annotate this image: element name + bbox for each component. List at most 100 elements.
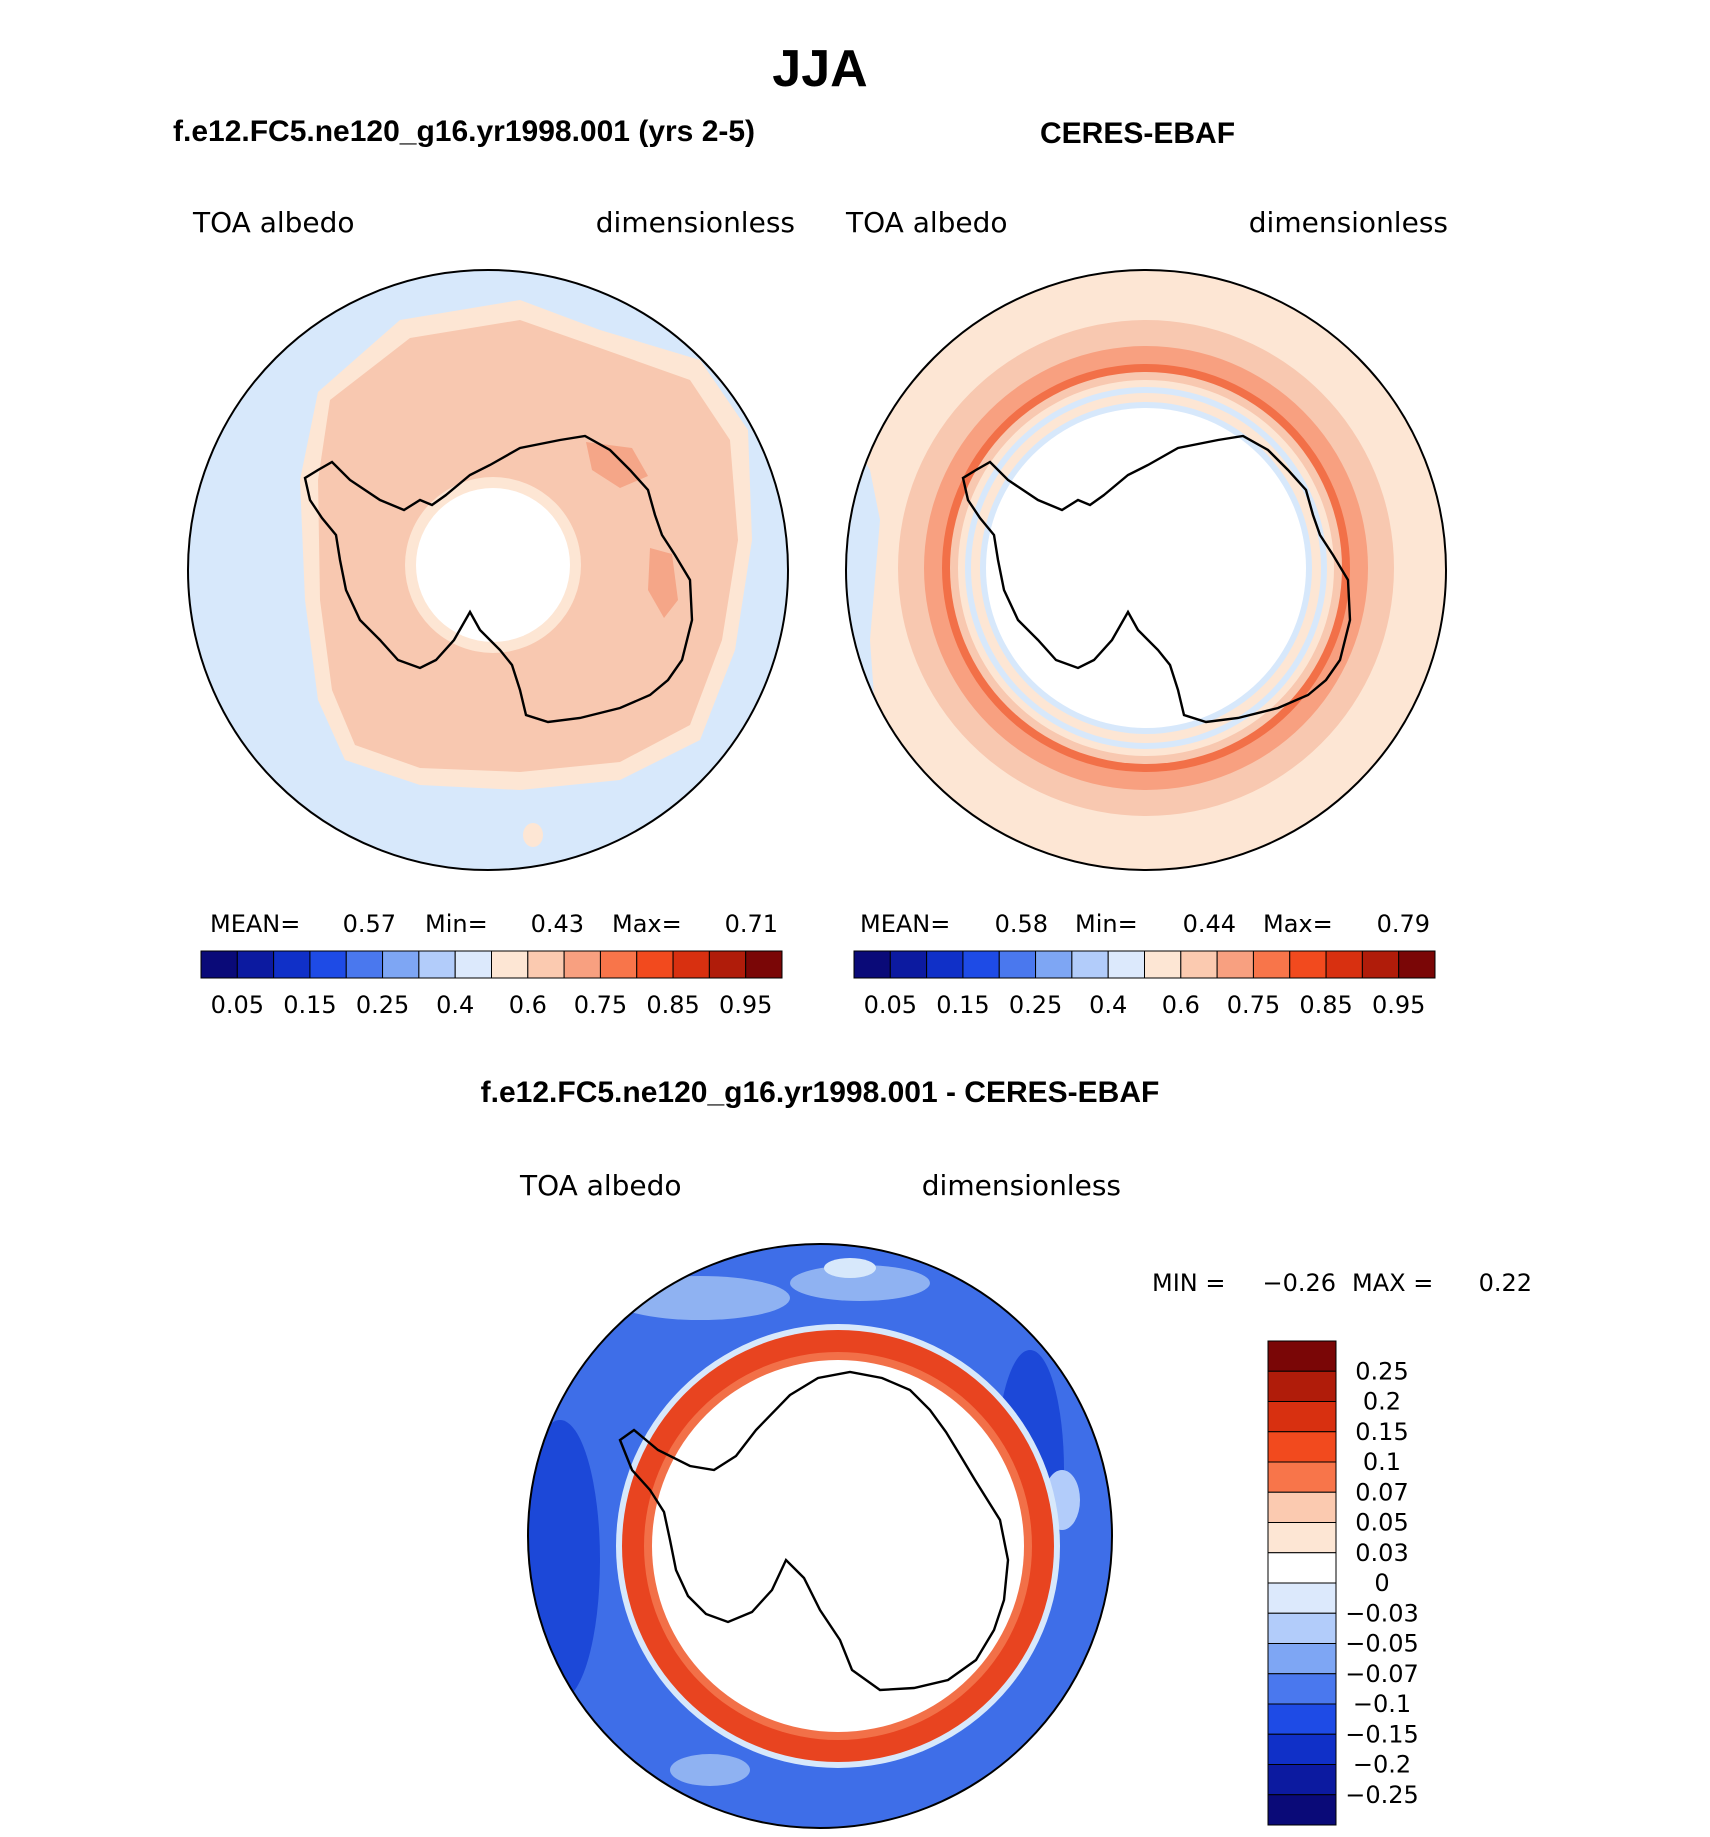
left-polar-gap — [416, 488, 570, 642]
left-map-border — [187, 269, 789, 871]
left-colorbar-swatch — [599, 950, 638, 979]
difference-colorbar-swatch — [1267, 1431, 1337, 1463]
right-map-border — [845, 269, 1447, 871]
right-colorbar-label: 0.95 — [1372, 991, 1425, 1019]
left-colorbar-swatch — [708, 950, 747, 979]
right-max-label: Max= — [1263, 910, 1333, 938]
right-variable-label: TOA albedo — [845, 206, 1008, 239]
right-colorbar-swatch — [1107, 950, 1145, 979]
left-colorbar-label: 0.15 — [283, 991, 336, 1019]
right-colorbar-label: 0.25 — [1009, 991, 1062, 1019]
difference-antarctica-coastline — [618, 1370, 1010, 1692]
difference-max-label: MAX = — [1352, 1269, 1433, 1297]
left-units-label: dimensionless — [596, 206, 795, 239]
difference-polar-map — [528, 1244, 1112, 1828]
right-mean-value: 0.58 — [995, 910, 1048, 938]
left-mean-label: MEAN= — [210, 910, 300, 938]
right-colorbar-swatch — [1180, 950, 1218, 979]
difference-colorbar-swatch — [1267, 1764, 1337, 1796]
right-max-value: 0.79 — [1377, 910, 1430, 938]
left-orange-patch-1 — [586, 442, 648, 488]
right-colorbar-swatch — [998, 950, 1037, 979]
difference-colorbar-swatch — [1267, 1612, 1337, 1644]
right-colorbar-swatch — [1361, 950, 1400, 979]
difference-light-patch-4 — [670, 1754, 750, 1786]
difference-colorbar-swatch — [1267, 1461, 1337, 1493]
right-colorbar-label: 0.05 — [864, 991, 917, 1019]
left-colorbar-swatch — [236, 950, 275, 979]
right-polar-gap — [986, 408, 1306, 728]
difference-colorbar-swatch — [1267, 1401, 1337, 1433]
left-mean-value: 0.57 — [343, 910, 396, 938]
right-colorbar-swatch — [1071, 950, 1109, 979]
right-colorbar-swatch — [853, 950, 891, 979]
difference-min-value: −0.26 — [1262, 1269, 1336, 1297]
right-colorbar-swatch — [1252, 950, 1291, 979]
right-antarctica-coastline — [961, 434, 1352, 724]
difference-title: f.e12.FC5.ne120_g16.yr1998.001 - CERES-E… — [481, 1076, 1160, 1109]
left-colorbar-label: 0.85 — [646, 991, 699, 1019]
right-colorbar-label: 0.75 — [1227, 991, 1280, 1019]
right-colorbar-swatch — [1398, 950, 1436, 979]
difference-colorbar-swatch — [1267, 1703, 1337, 1735]
right-colorbar-swatch — [1035, 950, 1073, 979]
difference-panel: f.e12.FC5.ne120_g16.yr1998.001 - CERES-E… — [481, 1076, 1532, 1829]
page-title: JJA — [772, 40, 867, 98]
difference-colorbar-label: 0.2 — [1363, 1388, 1401, 1416]
difference-dark-blue-west — [528, 1420, 600, 1700]
left-min-label: Min= — [425, 910, 488, 938]
left-colorbar-swatch — [745, 950, 783, 979]
difference-colorbar-label: 0.15 — [1355, 1418, 1408, 1446]
right-colorbar-label: 0.6 — [1162, 991, 1200, 1019]
difference-colorbar-label: 0.07 — [1355, 1478, 1408, 1506]
left-colorbar-swatch — [309, 950, 347, 979]
right-colorbar-label: 0.85 — [1299, 991, 1352, 1019]
difference-lightest-patch — [824, 1258, 876, 1278]
difference-colorbar-swatch — [1267, 1522, 1337, 1554]
difference-variable-label: TOA albedo — [519, 1169, 682, 1202]
right-colorbar-label: 0.4 — [1089, 991, 1127, 1019]
left-colorbar-label: 0.95 — [719, 991, 772, 1019]
left-colorbar-swatch — [527, 950, 565, 979]
difference-colorbar-label: 0.03 — [1355, 1539, 1408, 1567]
difference-map-border — [527, 1243, 1113, 1829]
left-colorbar-label: 0.4 — [436, 991, 474, 1019]
right-colorbar-swatch — [962, 950, 1000, 979]
difference-colorbar: 0.250.20.150.10.070.050.030−0.03−0.05−0.… — [1267, 1340, 1419, 1826]
left-polar-map — [188, 270, 788, 870]
difference-colorbar-label: 0 — [1374, 1569, 1389, 1597]
right-panel: TOA albedo dimensionless MEAN= 0.58 Min=… — [845, 206, 1448, 1019]
left-colorbar-swatch — [672, 950, 710, 979]
left-colorbar-swatch — [382, 950, 420, 979]
left-colorbar-swatch — [200, 950, 238, 979]
difference-colorbar-label: 0.05 — [1355, 1509, 1408, 1537]
left-colorbar-label: 0.75 — [574, 991, 627, 1019]
right-colorbar-label: 0.15 — [936, 991, 989, 1019]
left-max-label: Max= — [612, 910, 682, 938]
left-colorbar-label: 0.6 — [509, 991, 547, 1019]
difference-light-patch-2 — [790, 1265, 930, 1301]
difference-colorbar-swatch — [1267, 1673, 1337, 1705]
right-panel-title: CERES-EBAF — [1040, 117, 1235, 150]
difference-colorbar-swatch — [1267, 1491, 1337, 1523]
left-panel-title: f.e12.FC5.ne120_g16.yr1998.001 (yrs 2-5) — [173, 115, 755, 148]
right-colorbar-swatch — [1144, 950, 1182, 979]
left-colorbar-label: 0.25 — [356, 991, 409, 1019]
difference-colorbar-swatch — [1267, 1340, 1337, 1372]
left-colorbar-swatch — [454, 950, 492, 979]
left-min-value: 0.43 — [531, 910, 584, 938]
difference-colorbar-label: −0.03 — [1345, 1599, 1419, 1627]
right-colorbar-swatch — [1289, 950, 1327, 979]
difference-min-label: MIN = — [1152, 1269, 1225, 1297]
right-colorbar-swatch — [1216, 950, 1254, 979]
left-colorbar-swatch — [345, 950, 384, 979]
right-colorbar-swatch — [1325, 950, 1363, 979]
left-colorbar-swatch — [636, 950, 674, 979]
right-polar-map — [846, 270, 1446, 870]
difference-polar-gap — [652, 1360, 1024, 1732]
right-colorbar-swatch — [889, 950, 928, 979]
left-small-patch — [523, 823, 543, 847]
difference-colorbar-label: −0.25 — [1345, 1781, 1419, 1809]
left-antarctica-coastline — [303, 434, 694, 724]
